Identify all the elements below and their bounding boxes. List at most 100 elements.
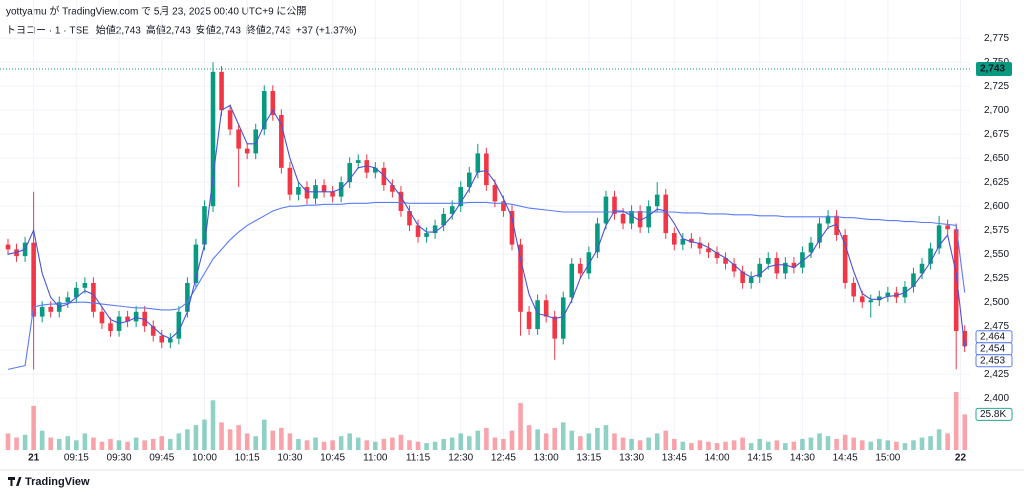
candle-body xyxy=(842,235,848,283)
candle-body xyxy=(612,196,617,214)
candle-body xyxy=(287,167,293,195)
volume-bar xyxy=(202,419,207,450)
volume-bar xyxy=(227,429,233,450)
price-label: 2,454 xyxy=(980,343,1005,354)
candle-body xyxy=(800,252,805,268)
candle-body xyxy=(31,242,36,317)
candle-body xyxy=(817,223,822,243)
x-tick-label: 14:30 xyxy=(790,453,815,464)
candle-body xyxy=(663,194,669,234)
candle-body xyxy=(99,311,105,324)
last-price-label: 2,743 xyxy=(980,64,1005,75)
volume-bar xyxy=(518,403,523,450)
volume-bar xyxy=(82,433,88,450)
volume-bar xyxy=(603,425,609,450)
candle-body xyxy=(65,297,71,303)
candle-body xyxy=(227,110,233,130)
candle-body xyxy=(74,287,79,298)
candle-body xyxy=(620,213,626,224)
candle-body xyxy=(133,311,139,322)
candle-body xyxy=(646,206,651,228)
candle-body xyxy=(714,252,720,259)
candle-body xyxy=(168,338,173,343)
candle-body xyxy=(595,223,600,253)
volume-bar xyxy=(560,422,566,450)
moving-average xyxy=(7,201,966,370)
volume-bar xyxy=(415,441,421,450)
x-tick-label: 11:00 xyxy=(363,453,388,464)
y-tick-label: 2,775 xyxy=(984,33,1009,44)
volume-bar xyxy=(646,437,651,450)
price-label: 2,464 xyxy=(980,331,1005,342)
volume-bar xyxy=(663,430,669,450)
y-tick-label: 2,625 xyxy=(984,177,1009,188)
x-tick-label: 13:45 xyxy=(662,453,687,464)
volume-bar xyxy=(817,433,822,450)
volume-bar xyxy=(774,440,780,450)
volume-bar xyxy=(919,437,925,450)
volume-bar xyxy=(22,434,28,450)
x-tick-label: 14:45 xyxy=(833,453,858,464)
volume-bar xyxy=(714,443,720,450)
candle-body xyxy=(210,71,216,207)
price-label-box xyxy=(975,354,1013,368)
candle-body xyxy=(432,225,438,234)
y-tick-label: 2,700 xyxy=(984,105,1009,116)
candle-body xyxy=(304,187,310,199)
volume-bar xyxy=(552,427,558,450)
candle-body xyxy=(560,297,566,339)
volume-bar xyxy=(193,425,199,450)
y-tick-label: 2,500 xyxy=(984,297,1009,308)
candle-body xyxy=(48,306,54,312)
x-tick-label: 12:30 xyxy=(448,453,473,464)
symbol: トヨコー · 1 · TSE xyxy=(6,26,89,37)
last-price-box xyxy=(976,61,1012,76)
candle-body xyxy=(552,316,558,339)
candle-body xyxy=(885,292,891,297)
volume-bar xyxy=(928,436,933,450)
volume-bar xyxy=(492,437,498,450)
candle-body xyxy=(748,277,754,283)
candle-body xyxy=(569,263,575,298)
candle-body xyxy=(945,225,950,230)
volume-bar xyxy=(253,436,259,450)
x-tick-label: 21 xyxy=(28,453,40,464)
candle-body xyxy=(424,233,429,237)
volume-bar xyxy=(543,433,549,450)
volume-bar xyxy=(706,441,711,450)
brand-logo xyxy=(8,477,22,486)
candle-body xyxy=(919,263,925,274)
logo-mark xyxy=(8,477,22,486)
volume-bar xyxy=(355,437,361,450)
candle-body xyxy=(740,271,745,283)
y-tick-label: 2,675 xyxy=(984,129,1009,140)
candle-body xyxy=(868,300,874,303)
x-tick-label: 13:15 xyxy=(576,453,601,464)
volume-bar xyxy=(449,437,455,450)
candle-body xyxy=(637,211,643,228)
candle-body xyxy=(877,296,882,301)
candle-body xyxy=(962,330,968,347)
y-tick-label: 2,650 xyxy=(984,153,1009,164)
ohlc-legend: トヨコー · 1 · TSE 始値 2,743 高値 2,743 安値 2,743 終値 2,7… xyxy=(6,24,357,37)
ohlc-label: 安値 xyxy=(196,24,216,37)
candle-body xyxy=(82,282,88,288)
volume-bar xyxy=(526,425,532,450)
ohlc-value: 2,743 xyxy=(166,26,191,37)
x-tick-label: 22 xyxy=(955,453,967,464)
candle-body xyxy=(373,167,378,173)
volume-bar xyxy=(620,437,626,450)
candle-body xyxy=(629,211,634,224)
volume-bar xyxy=(150,438,156,450)
candle-body xyxy=(91,282,96,312)
candle-body xyxy=(150,326,156,336)
candle-body xyxy=(330,191,335,197)
x-tick-label: 13:00 xyxy=(534,453,559,464)
volume-bar xyxy=(808,437,814,450)
candle-body xyxy=(125,316,130,322)
candle-body xyxy=(390,185,395,192)
candle-body xyxy=(449,206,455,214)
volume-bar xyxy=(894,441,899,450)
volume-bar xyxy=(535,429,540,450)
